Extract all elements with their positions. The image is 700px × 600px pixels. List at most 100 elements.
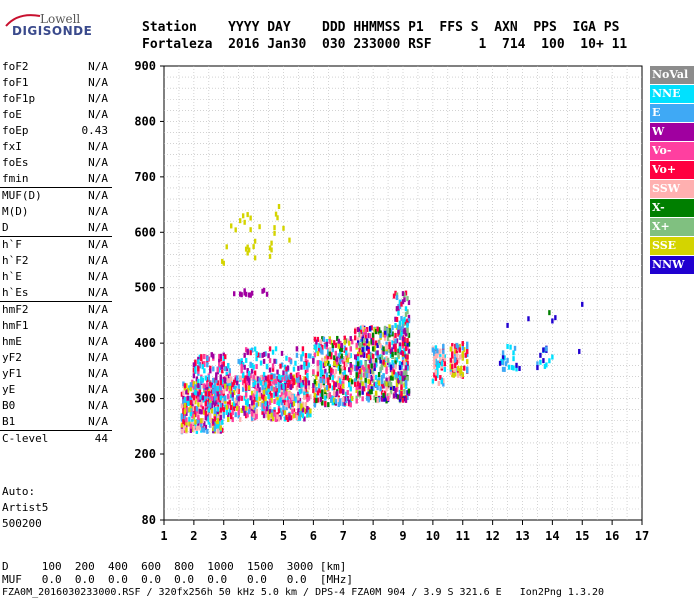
- echo-point: [345, 391, 348, 397]
- echo-point: [250, 368, 254, 374]
- echo-point: [301, 401, 305, 407]
- echo-point: [340, 366, 343, 372]
- echo-point: [400, 371, 403, 377]
- echo-point: [225, 382, 228, 388]
- echo-point: [356, 356, 360, 362]
- echo-point: [359, 352, 363, 358]
- echo-point: [276, 395, 279, 401]
- echo-point: [315, 347, 318, 353]
- echo-point: [219, 356, 222, 362]
- echo-point: [398, 334, 402, 340]
- echo-point: [365, 345, 369, 351]
- echo-point: [300, 356, 303, 362]
- param-value: N/A: [88, 383, 108, 396]
- echo-point: [297, 371, 300, 377]
- echo-point: [279, 363, 282, 369]
- echo-point: [340, 388, 343, 394]
- echo-point: [259, 401, 263, 407]
- legend-item: SSW: [650, 180, 694, 198]
- echo-point: [276, 392, 279, 398]
- param-row: hmF1 N/A: [0, 318, 112, 334]
- echo-point: [400, 364, 403, 370]
- echo-point: [268, 374, 272, 380]
- echo-point: [312, 357, 315, 363]
- echo-point: [386, 393, 390, 399]
- echo-point: [271, 386, 275, 392]
- echo-point: [355, 377, 358, 383]
- echo-point: [343, 345, 346, 351]
- echo-point: [364, 377, 367, 383]
- echo-point: [252, 374, 255, 380]
- echo-point: [386, 331, 390, 337]
- echo-point: [222, 361, 225, 367]
- echo-point: [274, 211, 278, 217]
- echo-point: [204, 403, 208, 409]
- echo-point: [545, 346, 548, 352]
- echo-point: [189, 397, 193, 403]
- echo-point: [306, 359, 309, 365]
- echo-point: [207, 407, 211, 413]
- echo-point: [389, 329, 393, 335]
- echo-point: [397, 348, 400, 354]
- echo-point: [288, 393, 291, 399]
- echo-point: [349, 398, 352, 404]
- echo-point: [230, 380, 233, 386]
- echo-point: [436, 373, 439, 379]
- echo-point: [212, 388, 215, 394]
- echo-point: [501, 350, 505, 356]
- echo-point: [454, 356, 457, 362]
- echo-point: [259, 375, 263, 381]
- echo-point: [219, 353, 222, 359]
- echo-point: [219, 374, 222, 380]
- echo-point: [315, 339, 318, 345]
- echo-point: [203, 395, 206, 401]
- echo-point: [264, 409, 267, 415]
- echo-point: [283, 376, 287, 382]
- echo-point: [186, 401, 190, 407]
- echo-point: [203, 427, 206, 433]
- param-value: N/A: [88, 221, 108, 234]
- echo-point: [400, 301, 403, 307]
- echo-point: [198, 354, 202, 360]
- echo-point: [365, 373, 369, 379]
- echo-point: [339, 364, 342, 370]
- echo-point: [215, 405, 218, 411]
- echo-point: [343, 339, 346, 345]
- echo-point: [271, 363, 275, 369]
- echo-point: [216, 409, 219, 415]
- echo-point: [258, 377, 261, 383]
- echo-point: [333, 373, 336, 379]
- echo-point: [355, 395, 358, 401]
- echo-point: [274, 385, 278, 391]
- echo-point: [401, 354, 405, 360]
- echo-point: [189, 411, 193, 417]
- echo-point: [268, 245, 272, 251]
- echo-point: [253, 383, 257, 389]
- echo-point: [279, 407, 282, 413]
- echo-point: [300, 403, 303, 409]
- echo-point: [362, 327, 366, 333]
- echo-point: [367, 364, 370, 370]
- echo-point: [209, 365, 212, 371]
- echo-point: [356, 353, 360, 359]
- param-name: fxI: [2, 140, 22, 153]
- param-value: N/A: [88, 205, 108, 218]
- echo-point: [386, 382, 390, 388]
- echo-point: [209, 381, 212, 387]
- echo-point: [395, 386, 399, 392]
- echo-point: [274, 378, 278, 384]
- echo-point: [237, 413, 240, 419]
- echo-point: [394, 357, 397, 363]
- echo-point: [249, 292, 252, 298]
- echo-point: [210, 352, 213, 358]
- echo-point: [297, 408, 300, 414]
- echo-point: [218, 353, 221, 359]
- echo-point: [404, 290, 408, 296]
- echo-point: [244, 405, 248, 411]
- echo-point: [212, 377, 215, 383]
- echo-point: [404, 353, 408, 359]
- echo-point: [391, 385, 394, 391]
- echo-point: [498, 360, 502, 366]
- param-row: foEp 0.43: [0, 123, 112, 139]
- echo-point: [197, 356, 200, 362]
